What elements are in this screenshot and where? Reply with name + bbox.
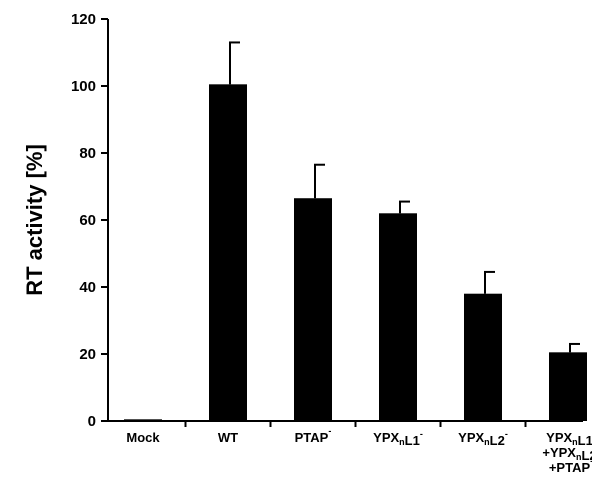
y-ticks: 0 20 40 60 80 100 120 xyxy=(71,11,108,430)
y-tick-label: 100 xyxy=(71,78,96,95)
y-tick-label: 80 xyxy=(79,145,96,162)
bar xyxy=(379,213,417,421)
x-category-label: Mock xyxy=(126,430,160,445)
x-category-label: +PTAP- xyxy=(549,456,592,475)
y-axis-label: RT activity [%] xyxy=(22,144,47,296)
bar xyxy=(464,293,502,421)
x-category-label: YPXnL1- xyxy=(373,429,423,448)
y-tick-label: 60 xyxy=(79,212,96,229)
x-category-label: YPXnL1- xyxy=(546,429,592,448)
bar xyxy=(549,352,587,421)
bar xyxy=(294,198,332,421)
y-tick-label: 20 xyxy=(79,346,96,363)
x-category-label: +YPXnL2- xyxy=(542,444,592,463)
bar xyxy=(209,84,247,421)
x-category-label: YPXnL2- xyxy=(458,429,508,448)
x-labels: MockWTPTAP-YPXnL1-YPXnL2-YPXnL1-+YPXnL2-… xyxy=(126,426,592,475)
y-tick-label: 120 xyxy=(71,11,96,28)
y-tick-label: 40 xyxy=(79,279,96,296)
x-category-label: PTAP- xyxy=(295,426,332,445)
y-tick-label: 0 xyxy=(88,413,96,430)
bar xyxy=(124,419,162,421)
error-bars xyxy=(229,41,580,353)
x-category-label: WT xyxy=(218,430,238,445)
bars xyxy=(124,84,587,421)
axes xyxy=(107,19,583,427)
